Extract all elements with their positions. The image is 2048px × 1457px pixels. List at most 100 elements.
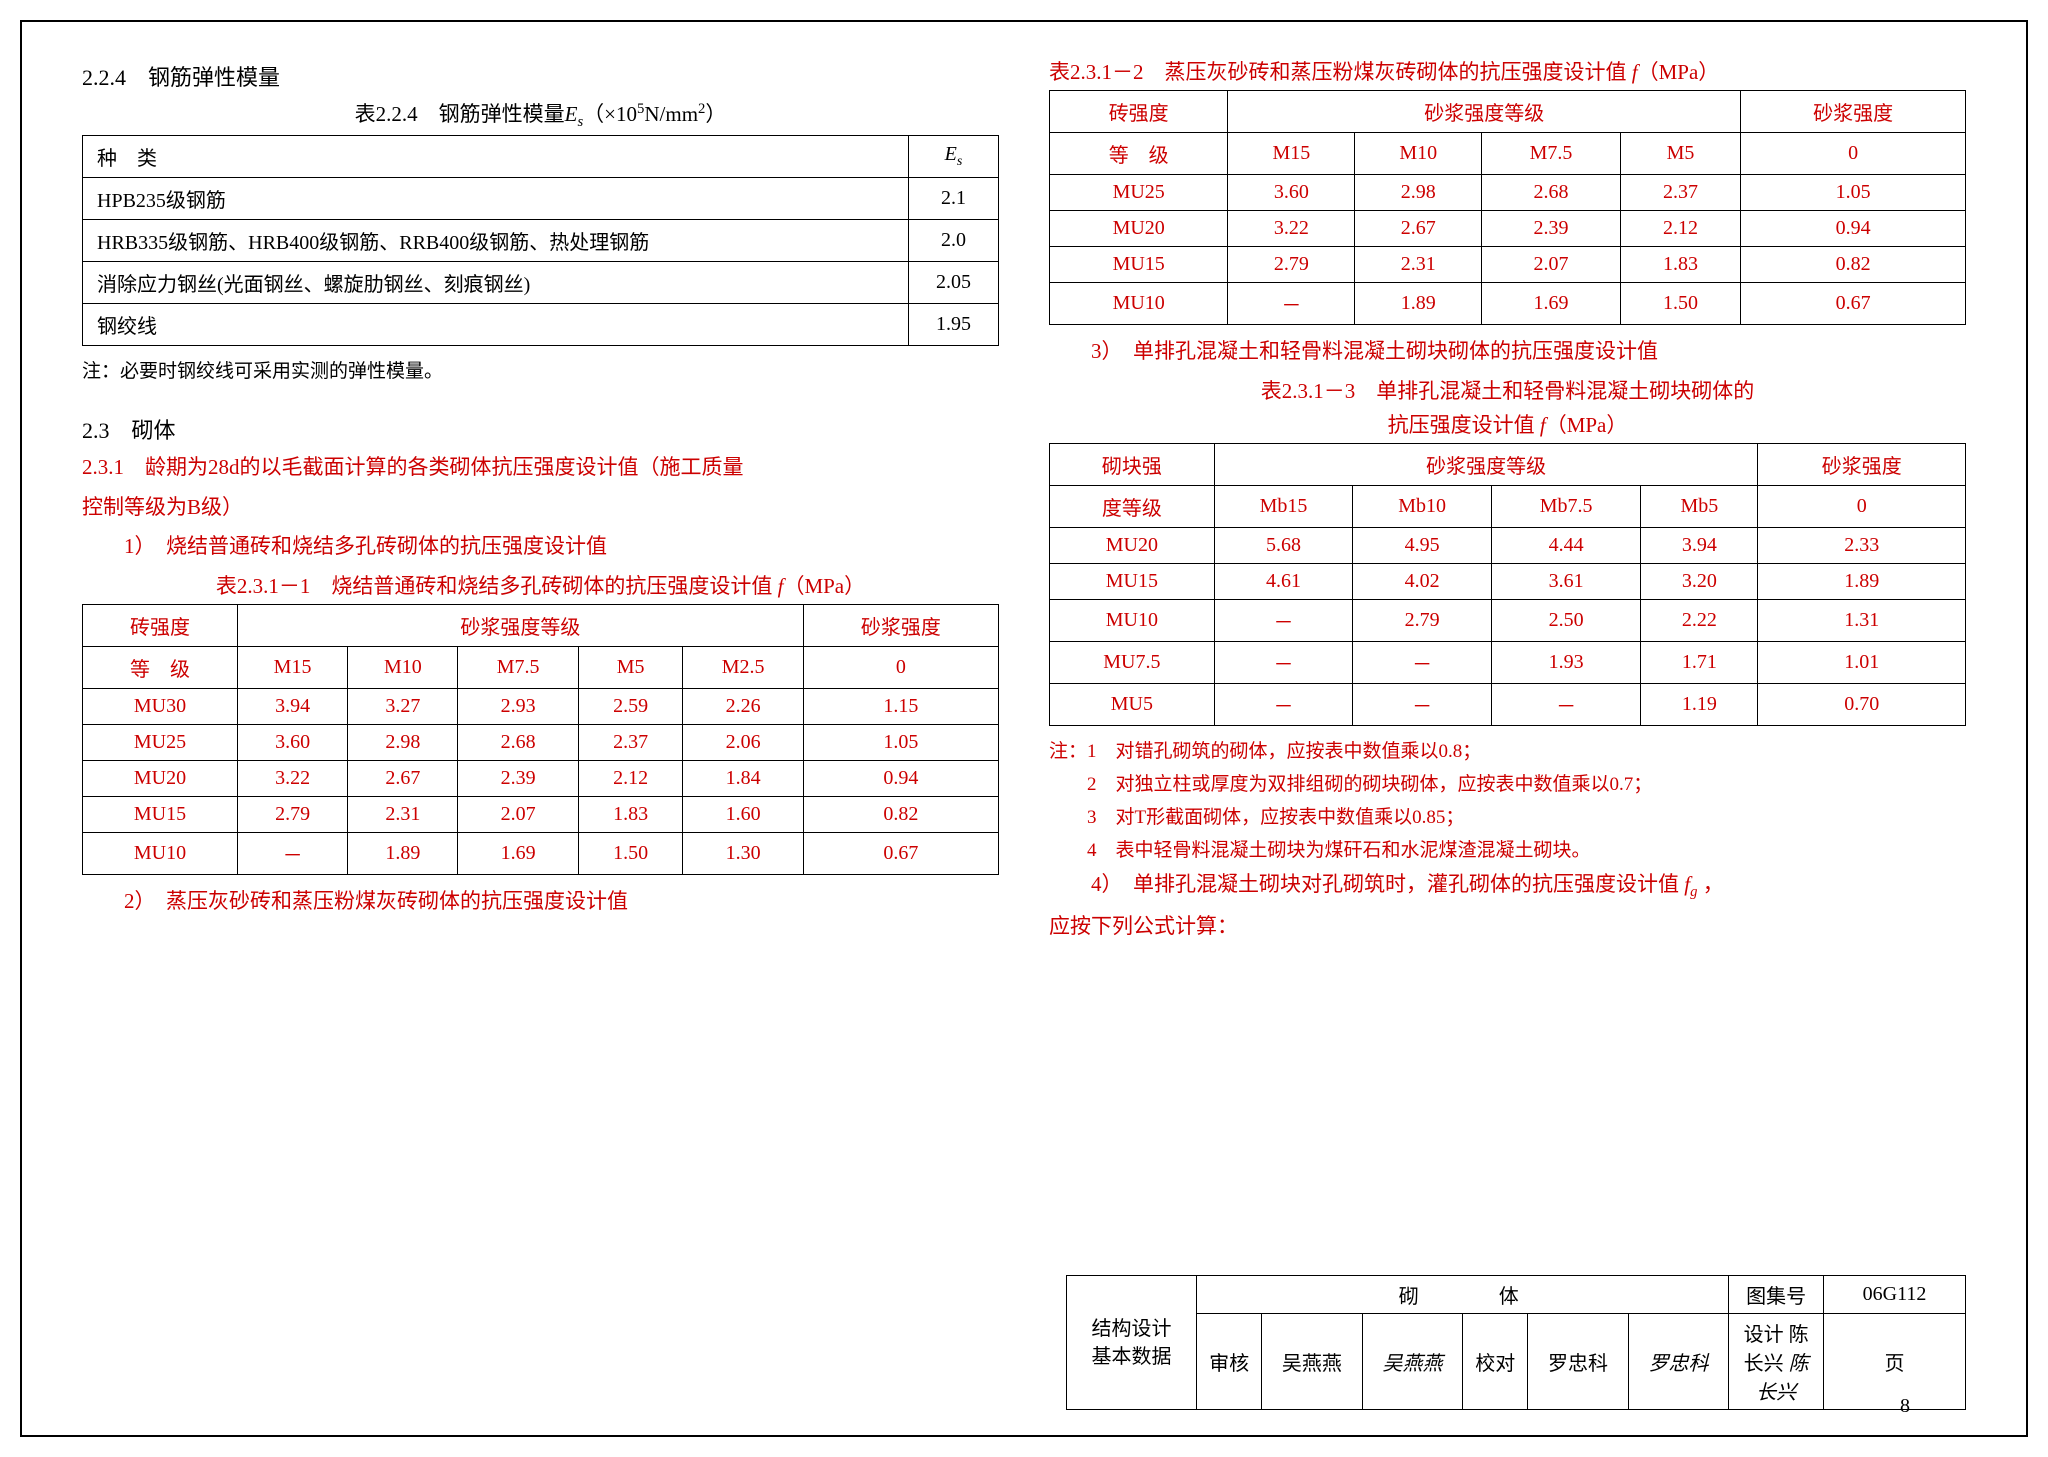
notes-head: 注：1 对错孔砌筑的砌体，应按表中数值乘以0.8；: [1049, 736, 1966, 763]
table-cell: 3.27: [348, 688, 458, 724]
table-cell: 2.0: [909, 220, 999, 262]
table-cell: 3.94: [237, 688, 347, 724]
table-cell: MU10: [83, 832, 238, 874]
footer-page-label: 设计 陈长兴 陈长兴: [1729, 1314, 1824, 1410]
table-cell: 0.94: [1741, 211, 1966, 247]
right-column: 表2.3.1－2 蒸压灰砂砖和蒸压粉煤灰砖砌体的抗压强度设计值 f（MPa） 砖…: [1049, 52, 1966, 1332]
footer-page-number: 8: [1846, 1395, 1964, 1418]
table-cell: 1.15: [803, 688, 998, 724]
table-header: 度等级: [1050, 485, 1215, 527]
table-cell: 2.07: [458, 796, 578, 832]
table-cell: 0.94: [803, 760, 998, 796]
table-cell: 2.67: [1355, 211, 1482, 247]
table-cell: 1.01: [1758, 641, 1966, 683]
table-2-3-1-2: 砖强度 砂浆强度等级 砂浆强度 等 级 M15 M10 M7.5 M5 0 MU…: [1049, 90, 1966, 325]
table-cell: 2.68: [458, 724, 578, 760]
table-header: Mb7.5: [1491, 485, 1640, 527]
table-header: M7.5: [1482, 133, 1621, 175]
table-2-3-1-1-caption: 表2.3.1－1 烧结普通砖和烧结多孔砖砌体的抗压强度设计值 f（MPa）: [82, 570, 999, 600]
table-cell: 2.93: [458, 688, 578, 724]
table-cell: 1.69: [458, 832, 578, 874]
item-2-title: 2） 蒸压灰砂砖和蒸压粉煤灰砖砌体的抗压强度设计值: [82, 885, 999, 919]
table-cell: MU15: [83, 796, 238, 832]
heading-2-3-1-line1: 2.3.1 龄期为28d的以毛截面计算的各类砌体抗压强度设计值（施工质量: [82, 451, 999, 485]
table-cell: 3.22: [1228, 211, 1355, 247]
table-2-3-1-3-caption-b: 抗压强度设计值 f（MPa）: [1049, 409, 1966, 439]
table-cell: MU7.5: [1050, 641, 1215, 683]
table-cell: MU30: [83, 688, 238, 724]
note-3: 3 对T形截面砌体，应按表中数值乘以0.85；: [1049, 802, 1966, 829]
table-cell: 2.26: [683, 688, 803, 724]
table-cell: 2.39: [458, 760, 578, 796]
table-cell: 1.50: [1620, 283, 1740, 325]
table-cell: －: [1228, 283, 1355, 325]
table-cell: 3.61: [1491, 563, 1640, 599]
footer-check-name: 吴燕燕: [1262, 1314, 1363, 1410]
table-cell: 1.50: [578, 832, 683, 874]
table-header: Mb15: [1214, 485, 1353, 527]
item-1-title: 1） 烧结普通砖和烧结多孔砖砌体的抗压强度设计值: [82, 530, 999, 564]
table-cell: 2.67: [348, 760, 458, 796]
table-cell: 2.12: [578, 760, 683, 796]
table-cell: 1.89: [348, 832, 458, 874]
table-cell: MU20: [83, 760, 238, 796]
footer-proof-name: 罗忠科: [1528, 1314, 1629, 1410]
table-cell: MU20: [1050, 211, 1228, 247]
table-header: 砌块强: [1050, 443, 1215, 485]
table-cell: 3.20: [1641, 563, 1758, 599]
table-2-3-1-2-caption: 表2.3.1－2 蒸压灰砂砖和蒸压粉煤灰砖砌体的抗压强度设计值 f（MPa）: [1049, 56, 1966, 86]
table-cell: 1.19: [1641, 683, 1758, 725]
table-header: 砂浆强度: [1758, 443, 1966, 485]
table-cell: 2.79: [1353, 599, 1492, 641]
table-header: 0: [1758, 485, 1966, 527]
table-cell: 1.60: [683, 796, 803, 832]
table-cell: 1.05: [803, 724, 998, 760]
table-header: 等 级: [83, 646, 238, 688]
table-cell: 0.82: [803, 796, 998, 832]
table-cell: 2.50: [1491, 599, 1640, 641]
left-column: 2.2.4 钢筋弹性模量 表2.2.4 钢筋弹性模量Es（×105N/mm2） …: [82, 52, 999, 1332]
table-header: M15: [1228, 133, 1355, 175]
table-cell: MU10: [1050, 599, 1215, 641]
item-4-line-b: 应按下列公式计算：: [1049, 910, 1966, 944]
table-cell: 2.98: [1355, 175, 1482, 211]
table-cell: －: [1214, 599, 1353, 641]
table-cell: 2.31: [348, 796, 458, 832]
table-header: 砖强度: [1050, 91, 1228, 133]
table-header: 砂浆强度: [803, 604, 998, 646]
table-header: M10: [348, 646, 458, 688]
table-cell: 1.83: [1620, 247, 1740, 283]
table-header: M15: [237, 646, 347, 688]
note-4: 4 表中轻骨料混凝土砌块为煤矸石和水泥煤渣混凝土砌块。: [1049, 835, 1966, 862]
table-cell: 3.60: [1228, 175, 1355, 211]
table-header: M2.5: [683, 646, 803, 688]
table-header: 种 类: [83, 136, 909, 178]
footer-label: 结构设计基本数据: [1067, 1276, 1197, 1410]
table-cell: 1.89: [1355, 283, 1482, 325]
table-cell: 消除应力钢丝(光面钢丝、螺旋肋钢丝、刻痕钢丝): [83, 262, 909, 304]
table-header: 等 级: [1050, 133, 1228, 175]
table-cell: 4.61: [1214, 563, 1353, 599]
table-cell: MU20: [1050, 527, 1215, 563]
footer-check-sig: 吴燕燕: [1362, 1314, 1463, 1410]
table-header: Mb10: [1353, 485, 1492, 527]
table-cell: 1.30: [683, 832, 803, 874]
page-frame: 2.2.4 钢筋弹性模量 表2.2.4 钢筋弹性模量Es（×105N/mm2） …: [20, 20, 2028, 1437]
table-cell: 1.71: [1641, 641, 1758, 683]
table-cell: 5.68: [1214, 527, 1353, 563]
table-cell: 1.89: [1758, 563, 1966, 599]
table-cell: 2.31: [1355, 247, 1482, 283]
table-cell: 2.05: [909, 262, 999, 304]
table-header: Es: [909, 136, 999, 178]
table-header: 0: [1741, 133, 1966, 175]
table-cell: MU15: [1050, 563, 1215, 599]
table-cell: 2.79: [1228, 247, 1355, 283]
table-cell: HRB335级钢筋、HRB400级钢筋、RRB400级钢筋、热处理钢筋: [83, 220, 909, 262]
table-cell: 2.98: [348, 724, 458, 760]
table-cell: 1.05: [1741, 175, 1966, 211]
table-cell: 3.22: [237, 760, 347, 796]
table-header: 砂浆强度等级: [1228, 91, 1741, 133]
footer-proof-sig: 罗忠科: [1628, 1314, 1729, 1410]
table-header: 砖强度: [83, 604, 238, 646]
table-header: M5: [578, 646, 683, 688]
